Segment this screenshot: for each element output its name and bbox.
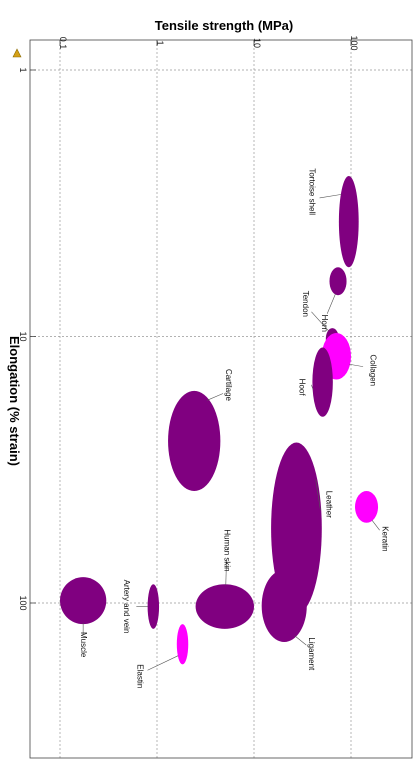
bubble-muscle: [60, 577, 107, 625]
leader-line-cartilage: [206, 393, 224, 401]
bubble-horn: [329, 267, 347, 296]
leader-line-elastin: [147, 655, 179, 671]
tick-label-strength: 1: [155, 40, 165, 45]
bubble-label-collagen: Collagen: [368, 354, 377, 386]
bubble-label-muscle: Muscle: [79, 632, 88, 658]
leader-line-horn: [326, 293, 336, 314]
bubble-label-leather: Leather: [324, 491, 333, 518]
leader-line-collagen: [349, 363, 364, 367]
bubble-label-tortoise-shell: Tortoise shell: [308, 168, 317, 215]
leader-line-tendon: [311, 311, 329, 331]
leader-line-ligament: [294, 635, 307, 646]
bubble-cartilage: [168, 390, 221, 492]
plot-frame: [29, 39, 413, 759]
tick-label-strength: 100: [349, 35, 359, 50]
bubble-keratin: [355, 491, 379, 523]
leader-line-leather: [315, 479, 321, 511]
bubble-label-human-skin: Human skin: [223, 529, 232, 571]
tick-label-strength: 0.1: [58, 37, 68, 50]
bubble-label-hoof: Hoof: [298, 379, 307, 397]
bubble-artery-and-vein: [147, 584, 160, 629]
tick-label-elongation: 10: [18, 331, 28, 341]
bubble-label-artery-and-vein: Artery and vein: [122, 580, 131, 634]
y-axis-title: Tensile strength (MPa): [155, 18, 293, 33]
leader-line-keratin: [371, 519, 380, 531]
bubble-elastin: [176, 624, 189, 665]
bubble-label-keratin: Keratin: [380, 526, 389, 551]
bubble-ligament: [261, 569, 307, 642]
bubble-tortoise-shell: [338, 176, 359, 268]
bubble-label-ligament: Ligament: [307, 637, 316, 671]
tick-labels: 1 10 100 0.1 1 10 100: [18, 35, 359, 610]
x-axis-title: Elongation (% strain): [7, 336, 22, 466]
bubble-labels: Tortoise shell Horn Tendon Collagen Hoof Cart…: [79, 168, 389, 688]
bubble-label-elastin: Elastin: [135, 664, 144, 688]
bubble-label-horn: Horn: [320, 315, 329, 332]
bubble-label-cartilage: Cartilage: [224, 369, 233, 402]
bubble-label-tendon: Tendon: [301, 291, 310, 317]
tick-label-elongation: 100: [18, 595, 28, 610]
leader-line-tortoise-shell: [319, 194, 342, 199]
bubble-hoof: [312, 347, 333, 417]
tick-label-elongation: 1: [18, 67, 28, 72]
tick-label-strength: 10: [252, 38, 262, 48]
bubbles: [60, 176, 379, 665]
bubble-human-skin: [195, 584, 254, 629]
leader-line-hoof: [311, 384, 314, 390]
axis-origin-marker: [12, 48, 22, 58]
leader-line-human-skin: [225, 560, 227, 586]
